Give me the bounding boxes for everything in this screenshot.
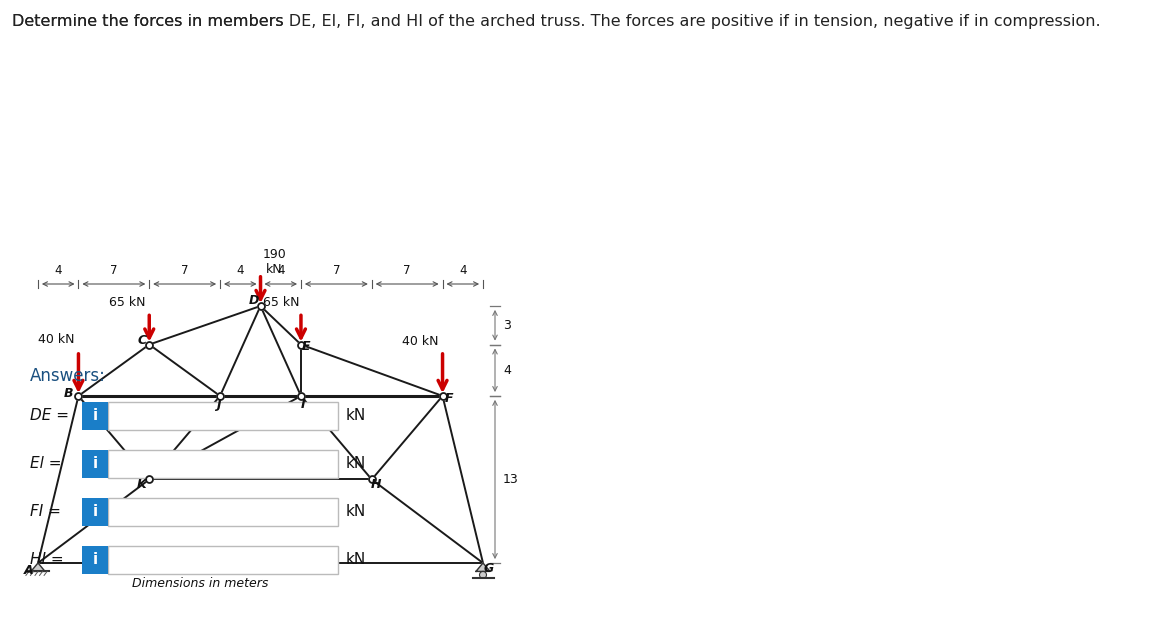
Text: 7: 7 [332, 264, 340, 277]
Bar [82, 402, 108, 430]
Text: 3: 3 [503, 319, 511, 332]
Text: 4: 4 [277, 264, 285, 277]
Text: Dimensions in meters: Dimensions in meters [132, 577, 267, 590]
Polygon shape [31, 563, 45, 572]
Text: 40 kN: 40 kN [402, 335, 439, 348]
Text: F: F [445, 392, 453, 406]
Text: 7: 7 [110, 264, 118, 277]
Text: HI =: HI = [30, 553, 64, 567]
Text: 65 kN: 65 kN [109, 297, 146, 309]
Bar [108, 402, 338, 430]
Circle shape [479, 572, 486, 579]
Text: 7: 7 [403, 264, 411, 277]
Text: 4: 4 [459, 264, 467, 277]
Text: H: H [371, 478, 381, 491]
Text: kN: kN [346, 505, 366, 519]
Text: 4: 4 [236, 264, 244, 277]
Text: Determine the forces in members DE, El, FI, and HI of the arched truss. The forc: Determine the forces in members DE, El, … [12, 14, 1100, 29]
Text: G: G [484, 562, 494, 575]
Text: i: i [93, 505, 97, 519]
Text: C: C [138, 334, 147, 347]
Text: D: D [248, 293, 258, 307]
Text: 7: 7 [181, 264, 189, 277]
Text: El =: El = [30, 456, 61, 471]
Bar [82, 450, 108, 478]
Text: i: i [93, 408, 97, 423]
Text: I: I [301, 398, 306, 411]
Text: Determine the forces in members: Determine the forces in members [12, 14, 288, 29]
Text: K: K [137, 478, 146, 491]
Text: A: A [24, 563, 34, 577]
Bar [108, 546, 338, 574]
Text: FI =: FI = [30, 505, 61, 519]
Text: i: i [93, 456, 97, 471]
Text: B: B [64, 387, 73, 401]
Text: Answers:: Answers: [30, 367, 105, 385]
Bar [108, 498, 338, 526]
Text: DE =: DE = [30, 408, 69, 423]
Text: J: J [215, 398, 220, 411]
Text: kN: kN [346, 408, 366, 423]
Polygon shape [476, 563, 490, 572]
Text: i: i [93, 553, 97, 567]
Text: E: E [302, 340, 310, 353]
Text: 190
kN: 190 kN [263, 248, 286, 276]
Text: 40 kN: 40 kN [38, 333, 75, 346]
Text: kN: kN [346, 553, 366, 567]
Text: 4: 4 [54, 264, 63, 277]
Bar [82, 498, 108, 526]
Bar [82, 546, 108, 574]
Text: kN: kN [346, 456, 366, 471]
Text: 65 kN: 65 kN [263, 297, 299, 309]
Text: 4: 4 [503, 363, 511, 377]
Bar [108, 450, 338, 478]
Text: 13: 13 [503, 473, 519, 486]
